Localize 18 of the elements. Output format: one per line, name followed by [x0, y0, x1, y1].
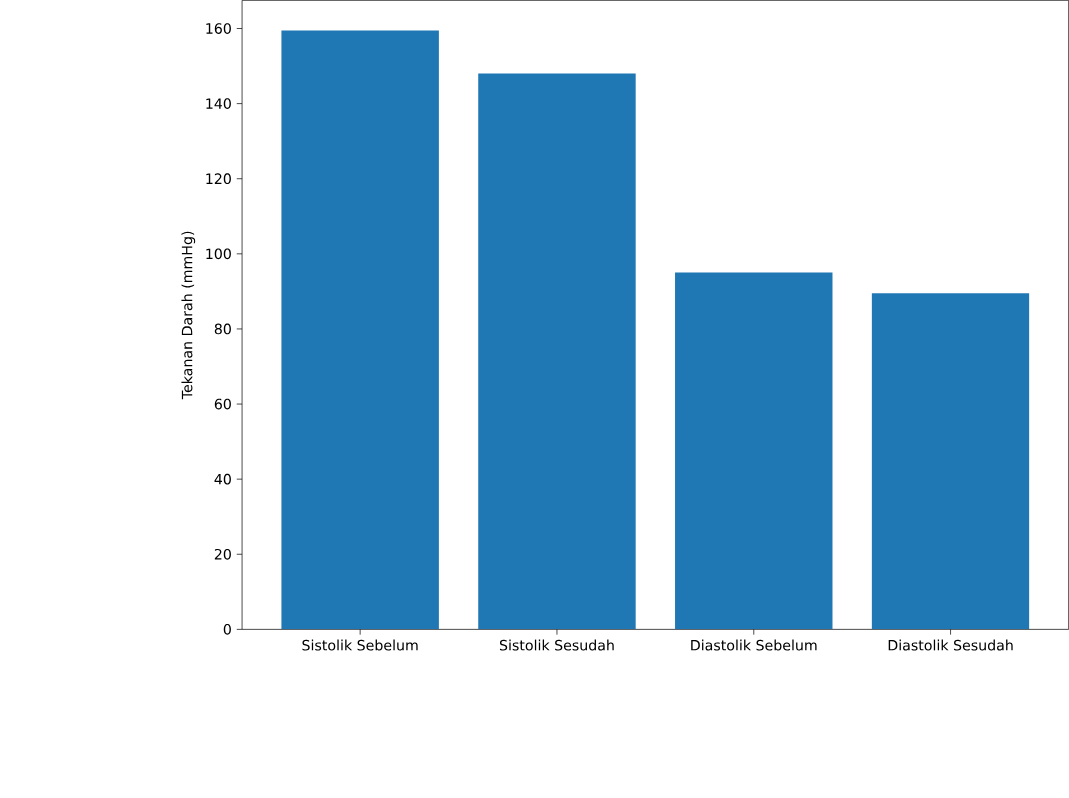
x-tick-label: Sistolik Sesudah: [499, 639, 614, 651]
y-tick-label: 100: [206, 248, 231, 260]
bar: [478, 73, 636, 630]
x-tick-label: Diastolik Sesudah: [888, 639, 1013, 651]
y-tick-label: 20: [214, 548, 231, 560]
y-tick-label: 40: [214, 473, 231, 485]
y-tick-label: 0: [223, 623, 231, 635]
bar: [675, 272, 833, 630]
y-tick-label: 140: [206, 98, 231, 109]
y-tick-label: 120: [206, 173, 231, 184]
x-tick-label: Sistolik Sebelum: [302, 639, 418, 651]
y-tick-label: 60: [214, 398, 231, 410]
y-tick-label: 160: [206, 22, 231, 34]
bar: [281, 30, 439, 630]
y-axis-title: Tekanan Darah (mmHg): [181, 231, 196, 400]
y-tick-label: 80: [214, 323, 231, 335]
x-tick-label: Diastolik Sebelum: [691, 639, 817, 651]
bar: [871, 293, 1030, 630]
